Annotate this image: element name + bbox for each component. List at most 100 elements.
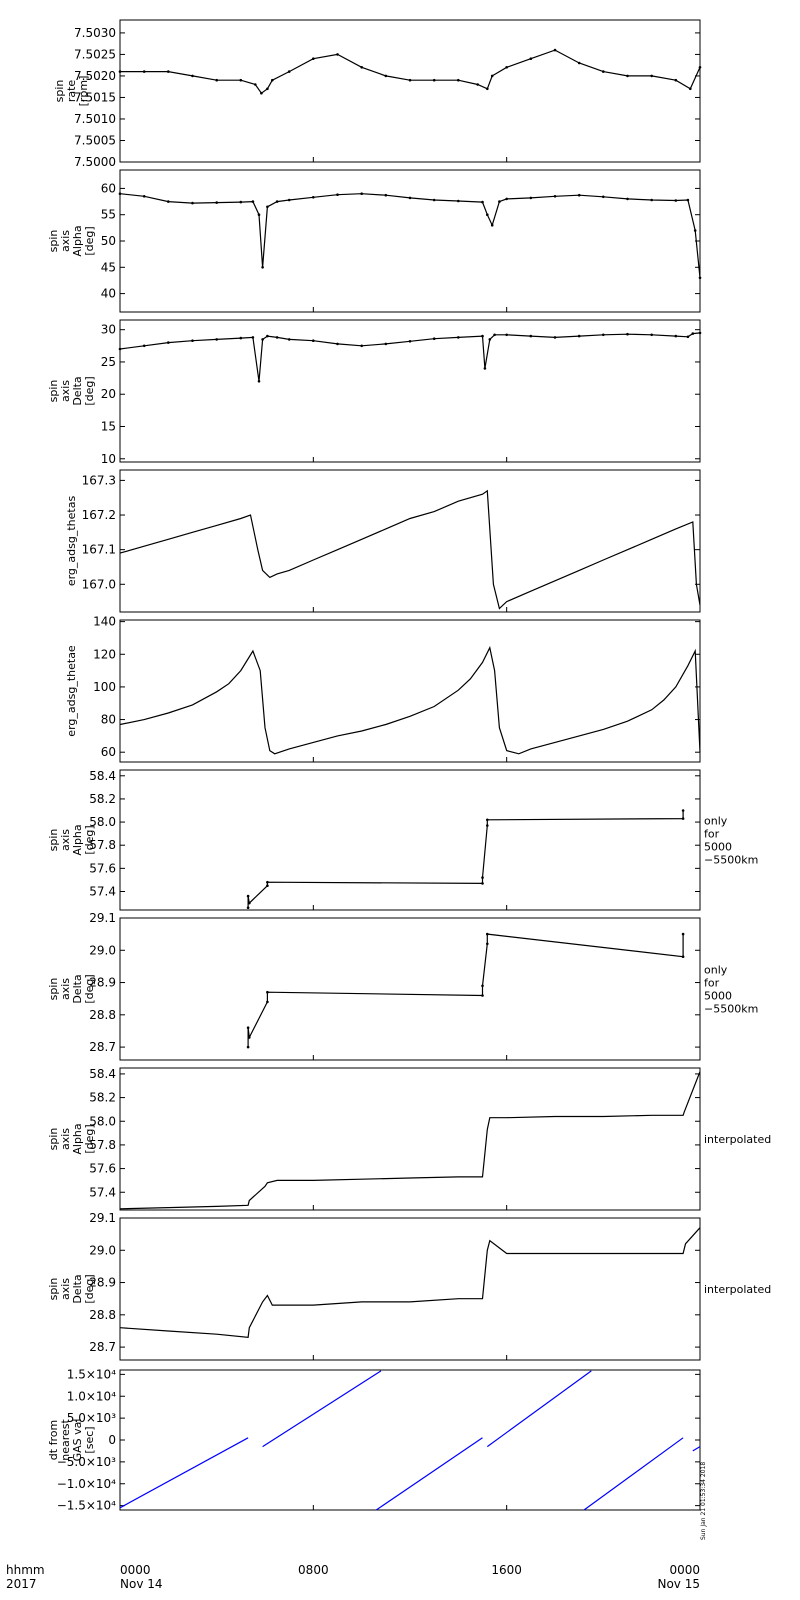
y-axis-label-line: axis <box>59 1278 72 1300</box>
data-point <box>271 78 274 82</box>
y-tick-label: 28.8 <box>89 1308 116 1322</box>
data-point <box>698 331 702 335</box>
chart-panel-5: 60 80 100 120 140 erg_adsg_thetae <box>65 615 701 763</box>
y-axis-label-line: spin <box>47 978 60 1001</box>
y-axis-label-line: axis <box>59 978 72 1000</box>
data-point <box>674 334 678 338</box>
y-tick-label: 50 <box>101 234 116 248</box>
data-point <box>257 380 261 383</box>
y-axis-label-line: rate <box>65 80 78 103</box>
series-1-trace <box>119 645 701 755</box>
y-tick-label: 28.8 <box>89 1008 116 1022</box>
chart-panel-10: −1.5×10⁴ −1.0×10⁴ −5.0×10³ 0 5.0×10³ 1.0×10⁴ 1… <box>47 1367 701 1513</box>
side-note-line: 5000 <box>704 990 732 1003</box>
data-point <box>650 333 653 337</box>
y-tick-label: 7.5030 <box>74 26 116 40</box>
y-tick-label: 140 <box>93 615 116 629</box>
x-tick-date-label: Nov 15 <box>657 1577 700 1591</box>
x-corner-label-year: 2017 <box>6 1577 37 1591</box>
y-tick-label: 28.7 <box>89 1040 116 1054</box>
series-1-trace <box>119 489 701 610</box>
data-point <box>481 876 484 879</box>
data-point <box>650 74 653 78</box>
data-point <box>486 87 489 91</box>
y-axis-label-line: Delta <box>71 974 84 1003</box>
chart-panel-1: 7.5000 7.5005 7.5010 7.5015 7.5020 7.5025 7.50… <box>53 19 702 169</box>
y-tick-label: 57.8 <box>89 1138 116 1152</box>
x-tick-label: 0000 <box>669 1563 700 1577</box>
series-1-trace <box>119 1227 701 1339</box>
data-point <box>457 199 460 203</box>
y-axis-label-line: [deg] <box>83 376 96 405</box>
y-tick-label: 20 <box>101 387 116 401</box>
data-point <box>481 882 484 885</box>
y-tick-label: 29.1 <box>89 1211 116 1225</box>
side-note-line: only <box>704 815 728 828</box>
data-point <box>248 901 251 905</box>
plot-frame <box>119 917 701 1061</box>
series-1-trace <box>247 933 684 1048</box>
data-point <box>191 74 194 78</box>
data-point <box>602 70 605 73</box>
y-tick-label: 58.0 <box>89 1114 116 1128</box>
data-point <box>142 195 146 198</box>
data-point <box>626 74 629 78</box>
plot-frame <box>119 19 701 163</box>
y-axis-label-line: nearest <box>59 1419 72 1461</box>
x-tick-label: 0800 <box>298 1563 329 1577</box>
data-point <box>239 200 243 204</box>
series-4-trace <box>486 1370 592 1448</box>
y-tick-label: 15 <box>101 420 116 434</box>
data-point <box>248 1036 251 1039</box>
y-axis-label-line: [deg] <box>83 825 96 854</box>
data-point <box>246 1045 250 1049</box>
y-axis-label-line: GAS val <box>71 1419 84 1462</box>
data-point <box>674 78 678 82</box>
data-point <box>384 74 388 78</box>
data-point <box>251 336 255 339</box>
data-point <box>408 78 412 82</box>
data-point <box>408 196 412 200</box>
y-tick-label: 55 <box>101 208 116 222</box>
y-tick-label: 7.5025 <box>74 47 116 61</box>
y-axis-label-line: erg_adsg_thetae <box>65 645 78 737</box>
series-2-trace <box>262 1370 382 1448</box>
plot-frame <box>119 1217 701 1361</box>
y-tick-label: −1.5×10⁴ <box>57 1499 116 1513</box>
y-axis-label-line: spin <box>47 230 60 253</box>
data-point <box>529 57 533 60</box>
data-point <box>626 197 629 201</box>
y-axis-label-line: spin <box>47 1278 60 1301</box>
y-axis-label-line: [rpm] <box>77 76 90 107</box>
data-point <box>254 83 257 86</box>
data-point <box>142 70 146 73</box>
data-point <box>553 48 557 52</box>
data-point <box>681 809 685 812</box>
y-tick-label: 7.5015 <box>74 90 116 104</box>
y-tick-label: 29.0 <box>89 943 116 957</box>
side-note-line: interpolated <box>704 1133 771 1146</box>
data-point <box>191 339 194 343</box>
y-axis-label-line: Alpha <box>71 824 84 855</box>
chart-panel-9: 28.7 28.8 28.9 29.0 29.1 spin axis Delta [deg] in… <box>47 1211 771 1361</box>
plot-frame <box>119 769 701 911</box>
y-axis-label-line: [deg] <box>83 974 96 1003</box>
y-axis-label-line: axis <box>59 829 72 851</box>
data-point <box>681 817 685 820</box>
data-point <box>266 880 269 884</box>
data-point <box>681 955 685 958</box>
data-point <box>266 205 269 209</box>
y-tick-label: 7.5005 <box>74 133 116 147</box>
series-1-trace <box>247 810 684 908</box>
data-point <box>336 193 339 196</box>
y-tick-label: 57.6 <box>89 1162 116 1176</box>
data-point <box>384 193 388 197</box>
data-point <box>167 70 170 73</box>
x-tick-label: 0000 <box>120 1563 151 1577</box>
side-note-line: −5500km <box>704 1003 758 1016</box>
data-point <box>260 91 263 95</box>
data-point <box>577 334 581 338</box>
y-tick-label: 167.1 <box>82 543 116 557</box>
series-5-trace <box>583 1437 684 1511</box>
